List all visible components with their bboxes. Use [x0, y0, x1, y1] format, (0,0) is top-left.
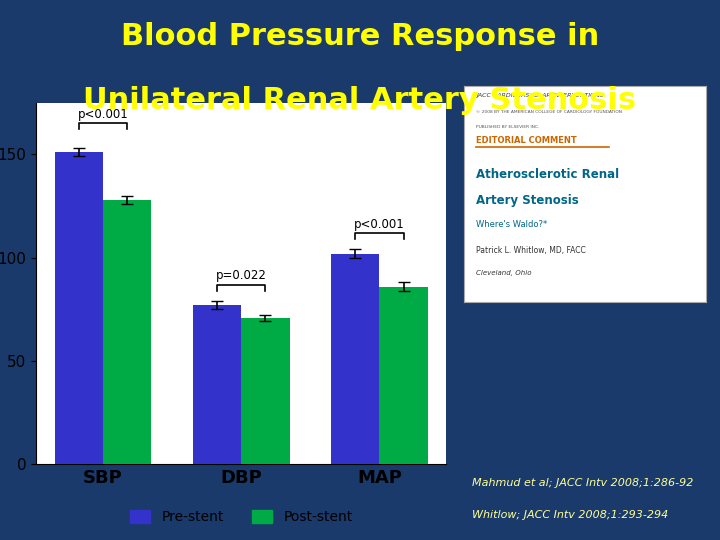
Text: JACC CARDIOVASCULAR INTERVENTIONS: JACC CARDIOVASCULAR INTERVENTIONS [477, 93, 604, 98]
Text: Where's Waldo?*: Where's Waldo?* [477, 220, 548, 230]
Bar [103, 200, 151, 464]
Text: Mahmud et al; JACC Intv 2008;1:286-92: Mahmud et al; JACC Intv 2008;1:286-92 [472, 478, 693, 488]
Text: Blood Pressure Response in: Blood Pressure Response in [121, 22, 599, 51]
Bar [241, 318, 289, 464]
Bar [55, 152, 103, 464]
Text: p<0.001: p<0.001 [354, 218, 405, 231]
Text: © 2008 BY THE AMERICAN COLLEGE OF CARDIOLOGY FOUNDATION: © 2008 BY THE AMERICAN COLLEGE OF CARDIO… [477, 110, 623, 114]
Bar [193, 305, 241, 464]
Text: PUBLISHED BY ELSEVIER INC.: PUBLISHED BY ELSEVIER INC. [477, 125, 540, 129]
Text: Unilateral Renal Artery Stenosis: Unilateral Renal Artery Stenosis [84, 86, 636, 116]
Text: Cleveland, Ohio: Cleveland, Ohio [477, 270, 532, 276]
Text: p=0.022: p=0.022 [216, 269, 266, 282]
Text: Atherosclerotic Renal: Atherosclerotic Renal [477, 168, 620, 181]
Text: EDITORIAL COMMENT: EDITORIAL COMMENT [477, 136, 577, 145]
Text: Whitlow; JACC Intv 2008;1:293-294: Whitlow; JACC Intv 2008;1:293-294 [472, 510, 668, 521]
Text: p<0.001: p<0.001 [78, 108, 128, 121]
Bar [379, 287, 428, 464]
Bar [331, 253, 379, 464]
Legend: Pre-stent, Post-stent: Pre-stent, Post-stent [124, 505, 359, 530]
Text: Artery Stenosis: Artery Stenosis [477, 194, 579, 207]
Text: Patrick L. Whitlow, MD, FACC: Patrick L. Whitlow, MD, FACC [477, 246, 586, 255]
